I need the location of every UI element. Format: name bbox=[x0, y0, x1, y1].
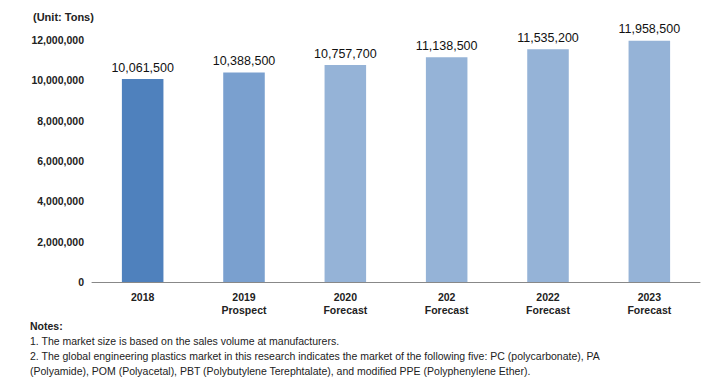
svg-text:Notes:: Notes: bbox=[30, 320, 63, 332]
svg-text:10,000,000: 10,000,000 bbox=[31, 74, 84, 86]
svg-text:6,000,000: 6,000,000 bbox=[37, 155, 84, 167]
svg-text:Forecast: Forecast bbox=[425, 304, 469, 316]
svg-text:Forecast: Forecast bbox=[627, 304, 671, 316]
svg-text:2023: 2023 bbox=[638, 291, 662, 303]
svg-text:4,000,000: 4,000,000 bbox=[37, 195, 84, 207]
svg-text:Prospect: Prospect bbox=[222, 304, 267, 316]
svg-text:2022: 2022 bbox=[536, 291, 560, 303]
svg-text:8,000,000: 8,000,000 bbox=[37, 115, 84, 127]
svg-text:Forecast: Forecast bbox=[526, 304, 570, 316]
svg-text:11,535,200: 11,535,200 bbox=[517, 31, 579, 45]
svg-text:11,958,500: 11,958,500 bbox=[619, 22, 681, 36]
svg-text:(Polyamide), POM (Polyacetal),: (Polyamide), POM (Polyacetal), PBT (Poly… bbox=[30, 365, 530, 377]
svg-text:11,138,500: 11,138,500 bbox=[416, 39, 478, 53]
svg-text:2019: 2019 bbox=[232, 291, 256, 303]
svg-text:10,757,700: 10,757,700 bbox=[314, 47, 377, 61]
svg-text:0: 0 bbox=[78, 276, 84, 288]
svg-text:2018: 2018 bbox=[131, 291, 155, 303]
svg-text:1. The market size is based on: 1. The market size is based on the sales… bbox=[30, 335, 339, 347]
svg-text:10,061,500: 10,061,500 bbox=[111, 61, 174, 75]
svg-text:(Unit: Tons): (Unit: Tons) bbox=[33, 11, 94, 23]
svg-text:12,000,000: 12,000,000 bbox=[31, 34, 84, 46]
svg-text:2. The global engineering plas: 2. The global engineering plastics marke… bbox=[30, 350, 600, 362]
svg-text:2,000,000: 2,000,000 bbox=[37, 236, 84, 248]
svg-text:2020: 2020 bbox=[334, 291, 358, 303]
svg-text:10,388,500: 10,388,500 bbox=[213, 54, 276, 68]
svg-text:Forecast: Forecast bbox=[323, 304, 367, 316]
svg-text:202: 202 bbox=[438, 291, 456, 303]
